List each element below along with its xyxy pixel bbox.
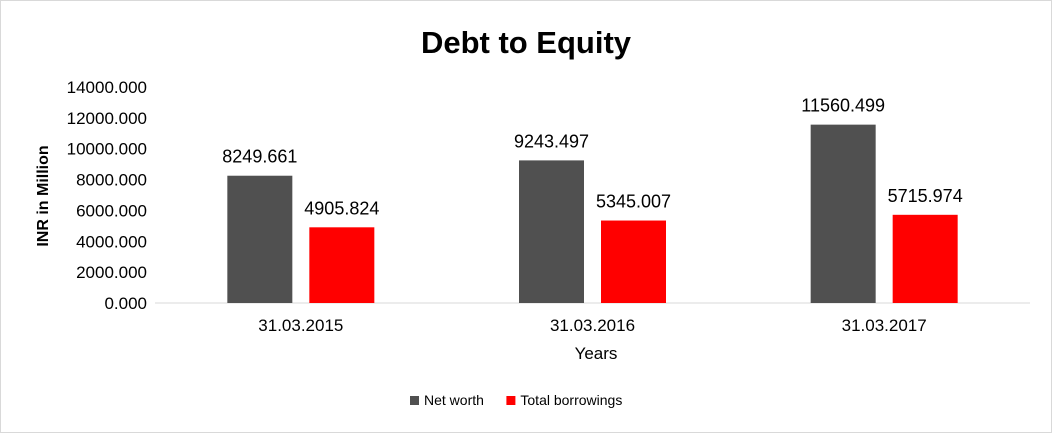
legend: Net worth Total borrowings: [410, 392, 622, 408]
y-tick-label: 4000.000: [76, 232, 147, 251]
data-label: 5715.974: [888, 186, 963, 206]
data-label: 4905.824: [304, 198, 379, 218]
legend-swatch: [410, 396, 419, 405]
y-tick-label: 2000.000: [76, 263, 147, 282]
legend-swatch: [506, 396, 516, 405]
x-tick-label: 31.03.2015: [258, 316, 343, 335]
bar-net-worth: [519, 160, 584, 303]
category-labels: 31.03.2015 31.03.2016 31.03.2017: [258, 316, 926, 335]
y-tick-label: 6000.000: [76, 201, 147, 220]
bar-total-borrowings: [892, 214, 958, 303]
data-labels: 8249.661 4905.824 9243.497 5345.007 11560.49…: [222, 96, 962, 219]
bar-total-borrowings: [601, 220, 666, 303]
x-tick-label: 31.03.2017: [842, 316, 927, 335]
x-axis-title: Years: [575, 344, 618, 363]
chart-title: Debt to Equity: [421, 25, 632, 60]
bar-net-worth: [227, 175, 293, 303]
y-tick-label: 10000.000: [67, 140, 147, 159]
legend-label: Net worth: [424, 392, 484, 408]
data-label: 11560.499: [801, 96, 885, 116]
y-tick-label: 14000.000: [67, 78, 147, 97]
data-label: 8249.661: [222, 147, 297, 167]
y-axis-ticks: 0.000 2000.000 4000.000 6000.000 8000.000 100…: [67, 78, 147, 313]
y-tick-label: 8000.000: [76, 171, 147, 190]
bar-net-worth: [810, 124, 876, 303]
x-tick-label: 31.03.2016: [550, 316, 635, 335]
y-tick-label: 0.000: [104, 294, 147, 313]
legend-label: Total borrowings: [520, 392, 622, 408]
data-label: 9243.497: [514, 131, 589, 151]
bar-total-borrowings: [309, 227, 375, 303]
y-axis-title: INR in Million: [35, 145, 52, 246]
bar-series: [227, 124, 958, 303]
y-tick-label: 12000.000: [67, 109, 147, 128]
data-label: 5345.007: [596, 192, 671, 212]
